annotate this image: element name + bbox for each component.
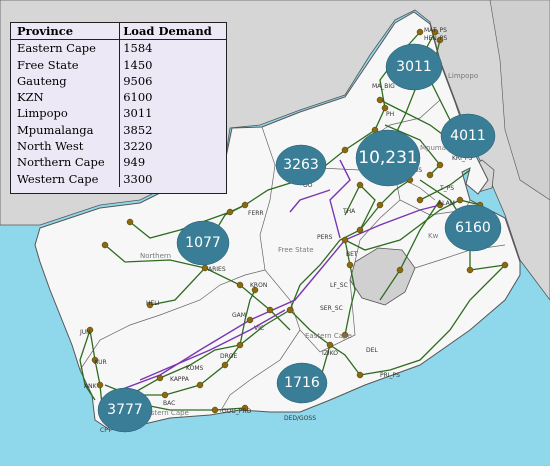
node-label: JUN bbox=[79, 329, 91, 336]
bubble-gauteng: 10,231 bbox=[355, 129, 421, 187]
legend-row: Free State 1450 bbox=[11, 56, 226, 73]
legend-province: Free State bbox=[17, 57, 79, 72]
legend-province: Eastern Cape bbox=[17, 41, 96, 56]
legend-province: Limpopo bbox=[17, 106, 68, 121]
node-label: PERS bbox=[317, 234, 333, 241]
legend-load: 6100 bbox=[119, 89, 226, 106]
node-label: HEN_PS bbox=[424, 35, 447, 42]
legend-load: 3300 bbox=[119, 170, 226, 187]
node-label: VIC bbox=[254, 325, 264, 332]
legend-load: 1584 bbox=[119, 39, 226, 57]
legend-province: Northern Cape bbox=[17, 155, 105, 170]
node-label: FERR bbox=[248, 210, 264, 217]
mozambique-region bbox=[489, 0, 550, 201]
legend-province: North West bbox=[17, 139, 84, 154]
load-demand-legend: Province Load Demand Eastern Cape 1584 Fr… bbox=[10, 22, 227, 194]
region-label-eastern-cape: Eastern Cape bbox=[305, 332, 352, 340]
load-bubbles: 3011 4011 10,231 3263 6160 1077 bbox=[97, 43, 502, 433]
region-label-northern-cape: Northern bbox=[140, 252, 171, 260]
node-label: CPT bbox=[100, 427, 112, 434]
node-label: BAC bbox=[163, 400, 175, 407]
legend-load: 3220 bbox=[119, 138, 226, 155]
legend-row: Mpumalanga 3852 bbox=[11, 121, 226, 139]
bubble-label-western-cape: 3777 bbox=[107, 402, 143, 418]
node-label: SER_SC bbox=[320, 305, 343, 312]
bubble-mpumalanga: 4011 bbox=[440, 113, 496, 159]
node-label: THA bbox=[342, 208, 356, 215]
node-label: AUR bbox=[94, 359, 107, 366]
node-label: ARIES bbox=[208, 266, 226, 273]
region-label-western-cape: Western Cape bbox=[140, 409, 189, 417]
node-label: DROE bbox=[220, 353, 238, 360]
bubble-label-gauteng: 10,231 bbox=[358, 148, 417, 168]
legend-province: Gauteng bbox=[17, 73, 67, 88]
node-label: PH bbox=[386, 111, 394, 118]
node-label: ANK bbox=[84, 383, 98, 390]
region-labels: Limpopo Mpuma Free State Northern Easter… bbox=[140, 72, 478, 417]
bubble-label-limpopo: 3011 bbox=[396, 59, 432, 75]
bubble-label-kzn: 6160 bbox=[455, 220, 491, 236]
bubble-kzn: 6160 bbox=[444, 204, 502, 252]
legend-header-province: Province bbox=[11, 23, 120, 41]
region-label-kzn: Kw bbox=[428, 232, 439, 240]
region-label-limpopo: Limpopo bbox=[448, 72, 478, 80]
node-label: GOU_PRO bbox=[222, 408, 252, 415]
node-label: DEL bbox=[366, 347, 378, 354]
node-label: PRI_PS bbox=[380, 372, 400, 379]
legend-province: Mpumalanga bbox=[17, 122, 94, 137]
node-label: MA_BIG bbox=[372, 83, 395, 90]
bubble-eastern-cape: 1716 bbox=[276, 362, 328, 404]
legend-load: 949 bbox=[119, 154, 226, 171]
node-label: KRI_PS bbox=[452, 155, 472, 162]
legend-header-row: Province Load Demand bbox=[11, 23, 226, 41]
node-labels: MAT_PS HEN_PS MA_BIG PH KRI_PS ZEUS T_PS… bbox=[79, 27, 472, 434]
node-label: DED/GOSS bbox=[284, 415, 316, 422]
bubble-label-north-west: 3263 bbox=[283, 157, 319, 173]
node-label: LF_SC bbox=[330, 282, 348, 289]
node-label: BET bbox=[346, 251, 358, 258]
node-label: T_PS bbox=[439, 185, 454, 192]
legend-table: Province Load Demand Eastern Cape 1584 Fr… bbox=[11, 23, 226, 187]
node-label: MAT_PS bbox=[424, 27, 447, 34]
legend-row: KZN 6100 bbox=[11, 89, 226, 106]
bubble-label-eastern-cape: 1716 bbox=[284, 375, 320, 391]
node-label: ALAM bbox=[438, 200, 455, 207]
node-label: HELI bbox=[146, 300, 160, 307]
legend-header-load: Load Demand bbox=[119, 23, 226, 41]
node-label: KOMS bbox=[186, 365, 204, 372]
bubble-western-cape: 3777 bbox=[97, 387, 153, 433]
legend-load: 3852 bbox=[119, 121, 226, 139]
bubble-northern-cape: 1077 bbox=[176, 220, 230, 266]
legend-row: North West 3220 bbox=[11, 138, 226, 155]
node-label: OO bbox=[303, 182, 313, 189]
legend-row: Western Cape 3300 bbox=[11, 170, 226, 187]
legend-row: Eastern Cape 1584 bbox=[11, 39, 226, 57]
region-label-free-state: Free State bbox=[278, 246, 314, 254]
south-africa-land bbox=[34, 11, 521, 431]
legend-load: 3011 bbox=[119, 105, 226, 122]
region-label-mpumalanga: Mpuma bbox=[420, 144, 446, 152]
bubble-label-northern-cape: 1077 bbox=[185, 235, 221, 251]
node-label: GAM bbox=[232, 312, 246, 319]
substation-nodes bbox=[86, 28, 509, 414]
legend-load: 9506 bbox=[119, 72, 226, 90]
legend-province: Western Cape bbox=[17, 171, 99, 186]
node-label: KRON bbox=[250, 282, 267, 289]
bubble-limpopo: 3011 bbox=[385, 43, 443, 91]
legend-province: KZN bbox=[17, 90, 44, 105]
bubble-north-west: 3263 bbox=[275, 144, 327, 186]
node-label: KAPPA bbox=[170, 376, 190, 383]
legend-load: 1450 bbox=[119, 56, 226, 73]
legend-row: Limpopo 3011 bbox=[11, 105, 226, 122]
node-label: IZIKO bbox=[322, 350, 338, 357]
bubble-label-mpumalanga: 4011 bbox=[450, 128, 486, 144]
legend-row: Gauteng 9506 bbox=[11, 72, 226, 90]
legend-row: Northern Cape 949 bbox=[11, 154, 226, 171]
